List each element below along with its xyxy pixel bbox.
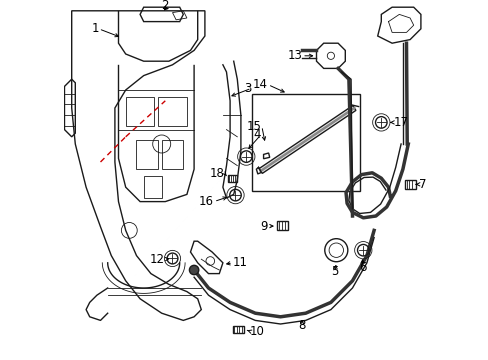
Text: 10: 10 <box>249 325 264 338</box>
Circle shape <box>189 265 199 275</box>
Bar <box>251 94 359 191</box>
Text: 12: 12 <box>149 253 164 266</box>
Text: 17: 17 <box>393 116 408 129</box>
Text: 14: 14 <box>252 78 267 91</box>
Bar <box>162 140 183 169</box>
Text: 3: 3 <box>244 82 251 95</box>
Text: 6: 6 <box>358 261 366 274</box>
Text: 15: 15 <box>246 120 261 132</box>
Text: 4: 4 <box>253 129 260 141</box>
Bar <box>136 140 158 169</box>
Text: 11: 11 <box>232 256 247 269</box>
Text: 16: 16 <box>199 195 213 208</box>
Text: 9: 9 <box>260 220 267 233</box>
Text: 1: 1 <box>91 22 99 35</box>
Text: 13: 13 <box>286 49 302 62</box>
Text: 18: 18 <box>209 167 224 180</box>
Text: 5: 5 <box>331 265 338 278</box>
Bar <box>125 97 154 126</box>
Text: 8: 8 <box>298 319 305 332</box>
Bar <box>158 97 186 126</box>
Text: 7: 7 <box>418 178 426 191</box>
Text: 2: 2 <box>161 0 168 12</box>
Polygon shape <box>259 105 355 174</box>
Bar <box>143 176 162 198</box>
